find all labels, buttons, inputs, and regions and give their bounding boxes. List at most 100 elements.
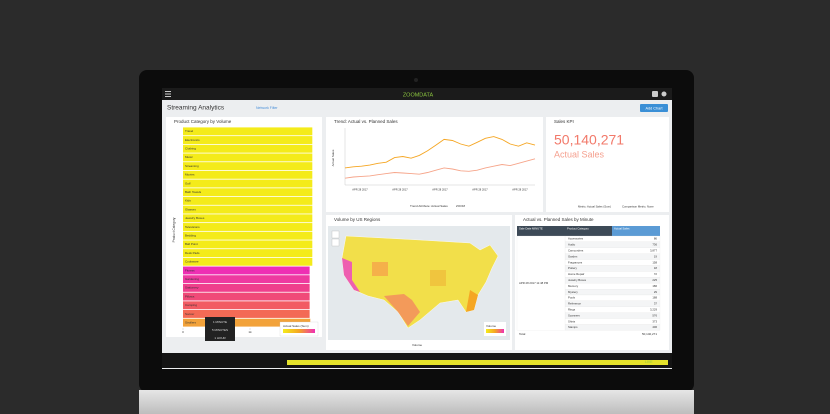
menu-item[interactable]: 5 MINUTES: [212, 328, 228, 332]
kpi-comparison: Comparison Metric: None: [622, 205, 654, 209]
cell: 188: [652, 296, 657, 300]
menu: [205, 317, 235, 341]
panel-title: Trend: Actual vs. Planned Sales: [334, 119, 398, 124]
legend-title: Actual Sales (Sum): [283, 324, 309, 328]
cell: Home Repair: [568, 272, 585, 276]
zoom-out[interactable]: [331, 238, 340, 247]
user-icon[interactable]: [661, 91, 667, 97]
panel: [546, 117, 669, 212]
cell: Scanners: [568, 313, 580, 317]
bar-label: Stationery: [185, 286, 199, 290]
panel-title: Sales KPI: [554, 119, 574, 124]
bar-label: Camping: [185, 303, 197, 307]
bar: [183, 249, 313, 258]
cell: Camcorders: [568, 248, 584, 252]
bar: [183, 301, 310, 310]
cell: Memory: [568, 284, 579, 288]
cell: Rings: [568, 307, 576, 311]
panel: [326, 117, 543, 212]
bar: [183, 275, 310, 284]
cell: 373: [652, 319, 657, 323]
zoom-in[interactable]: [331, 230, 340, 239]
bar: [183, 127, 313, 136]
bar-label: Kids: [185, 199, 191, 203]
column-header: Sale Date MINUTE: [519, 227, 543, 231]
cell: Jewelry Boxes: [568, 278, 587, 282]
cell: Reference: [568, 302, 581, 306]
bar: [183, 318, 311, 327]
menu-item[interactable]: 1 MINUTE: [213, 320, 227, 324]
cell: 37: [654, 302, 658, 306]
x-tick-label: APR 28 2017: [472, 188, 488, 192]
cell: 186: [652, 284, 657, 288]
row: [564, 294, 661, 302]
kpi-label: Actual Sales: [554, 149, 605, 159]
cell: 3,229: [650, 307, 657, 311]
bar: [183, 310, 310, 318]
trend-line: [344, 136, 536, 169]
top-bar: [162, 88, 672, 100]
bar-label: Clothing: [185, 147, 196, 151]
laptop-base: [139, 390, 694, 414]
bar-label: Fitness: [185, 268, 195, 272]
map-legend-title: Volume: [486, 324, 496, 328]
cell: 158: [652, 260, 657, 264]
menu-item[interactable]: 1 HOUR: [214, 336, 226, 340]
logo: ZOOMDATA: [403, 92, 434, 98]
map-footer: Volume: [412, 343, 422, 347]
cell: 736: [652, 243, 657, 247]
bar-label: Pillows: [185, 294, 195, 298]
total-label: Total: [519, 332, 526, 336]
kpi-value: 50,140,271: [554, 132, 624, 148]
bar-label: Strollers: [185, 320, 197, 324]
bar: [183, 214, 313, 223]
cell: Fragrances: [568, 260, 583, 264]
cell: Mystery: [568, 290, 578, 294]
menu-icon[interactable]: [165, 91, 171, 97]
bar: [183, 153, 313, 162]
bar: [183, 257, 313, 266]
add-chart-label[interactable]: Add Chart: [645, 106, 663, 110]
cell: 86: [654, 237, 658, 241]
row: [564, 324, 661, 331]
cell: Shirts: [568, 319, 576, 323]
cell: 72: [654, 272, 658, 276]
zoom-label[interactable]: ZOOM: [456, 204, 465, 208]
live-label[interactable]: LIVE: [645, 360, 653, 364]
axis-label: Product Category: [172, 217, 176, 242]
bar-label: Ball Point: [185, 242, 198, 246]
x-tick-label: APR 28 2017: [392, 188, 408, 192]
header-cell: [565, 226, 612, 236]
network-filter[interactable]: Network Filter: [256, 106, 278, 110]
row: [564, 265, 661, 272]
cell: Garden: [568, 254, 578, 258]
bar: [183, 240, 313, 249]
column-header: Product Category: [567, 227, 589, 231]
add-chart-button[interactable]: [640, 104, 668, 112]
bar: [183, 136, 313, 144]
row: [564, 289, 661, 296]
cell: Pools: [568, 296, 576, 300]
bar: [183, 162, 313, 171]
help-icon[interactable]: [652, 91, 658, 97]
time-range[interactable]: [287, 360, 668, 365]
bar-label: Electronics: [185, 138, 200, 142]
total-value: 50,140,271: [642, 332, 657, 336]
bar-label: Televisions: [185, 225, 200, 229]
row: [564, 283, 661, 290]
x-tick-label: APR 28 2017: [512, 188, 528, 192]
x-tick-label: APR 28 2017: [432, 188, 448, 192]
cell: 3,877: [650, 248, 657, 252]
cell: 19: [654, 254, 658, 258]
cell: 18: [654, 266, 658, 270]
bar: [183, 223, 313, 231]
bar: [183, 231, 313, 240]
bar: [183, 170, 313, 179]
bar: [183, 196, 313, 205]
bar: [183, 144, 313, 153]
trend-attribute: Trend Attribute: Actual Sales: [410, 204, 448, 208]
panel-title: Product Category by Volume: [174, 119, 232, 124]
cell: 406: [652, 325, 657, 329]
